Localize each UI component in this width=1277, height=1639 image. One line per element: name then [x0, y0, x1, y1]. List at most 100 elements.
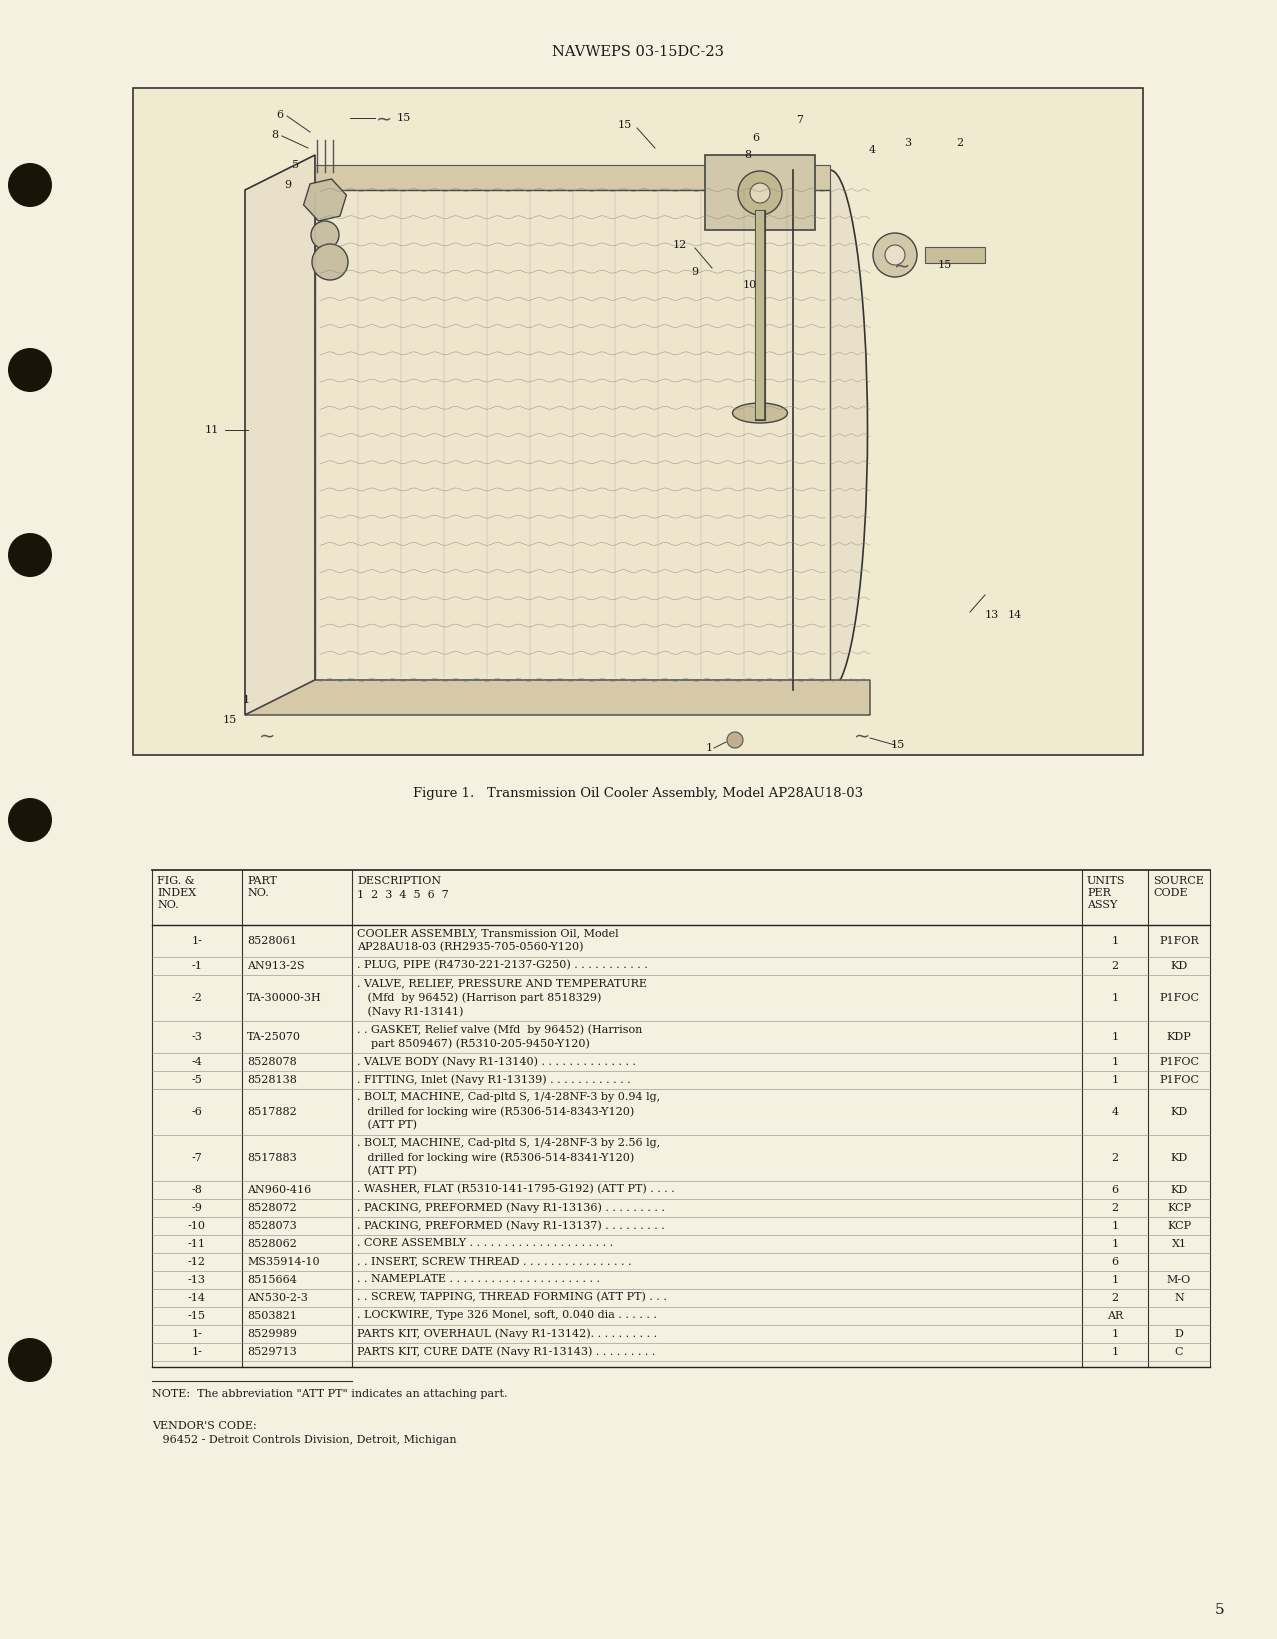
Text: AN530-2-3: AN530-2-3: [246, 1293, 308, 1303]
Circle shape: [738, 170, 782, 215]
Circle shape: [312, 221, 338, 249]
Text: . . INSERT, SCREW THREAD . . . . . . . . . . . . . . . .: . . INSERT, SCREW THREAD . . . . . . . .…: [358, 1255, 632, 1265]
Text: 2: 2: [1111, 1203, 1119, 1213]
Text: 7: 7: [797, 115, 803, 125]
Text: AP28AU18-03 (RH2935-705-0560-Y120): AP28AU18-03 (RH2935-705-0560-Y120): [358, 942, 584, 952]
Text: 1: 1: [1111, 1075, 1119, 1085]
Text: -1: -1: [192, 960, 203, 970]
Text: $\sim$: $\sim$: [372, 108, 392, 128]
Text: P1FOC: P1FOC: [1160, 1075, 1199, 1085]
Text: MS35914-10: MS35914-10: [246, 1257, 319, 1267]
Text: M-O: M-O: [1167, 1275, 1191, 1285]
Text: 15: 15: [618, 120, 632, 129]
Ellipse shape: [793, 170, 867, 690]
Circle shape: [8, 1337, 52, 1382]
Text: 5: 5: [292, 161, 300, 170]
Text: 8503821: 8503821: [246, 1311, 296, 1321]
Text: 8515664: 8515664: [246, 1275, 296, 1285]
Text: 1: 1: [1111, 1239, 1119, 1249]
Circle shape: [8, 533, 52, 577]
Text: $\sim$: $\sim$: [890, 256, 911, 274]
Text: drilled for locking wire (R5306-514-8341-Y120): drilled for locking wire (R5306-514-8341…: [358, 1152, 635, 1162]
Text: 2: 2: [1111, 960, 1119, 970]
Text: -15: -15: [188, 1311, 206, 1321]
Text: VENDOR'S CODE:: VENDOR'S CODE:: [152, 1421, 257, 1431]
Bar: [793, 170, 830, 690]
Text: 1-: 1-: [192, 936, 203, 946]
Text: INDEX: INDEX: [157, 888, 197, 898]
Text: 8528072: 8528072: [246, 1203, 296, 1213]
Ellipse shape: [733, 403, 788, 423]
Text: 5: 5: [1216, 1603, 1225, 1618]
Bar: [315, 190, 830, 680]
Text: . LOCKWIRE, Type 326 Monel, soft, 0.040 dia . . . . . .: . LOCKWIRE, Type 326 Monel, soft, 0.040 …: [358, 1310, 656, 1319]
Text: 1: 1: [1111, 993, 1119, 1003]
Text: AN913-2S: AN913-2S: [246, 960, 305, 970]
Text: KD: KD: [1171, 960, 1188, 970]
Text: -11: -11: [188, 1239, 206, 1249]
Text: . PLUG, PIPE (R4730-221-2137-G250) . . . . . . . . . . .: . PLUG, PIPE (R4730-221-2137-G250) . . .…: [358, 960, 647, 970]
Text: 4: 4: [868, 144, 876, 156]
Text: X1: X1: [1171, 1239, 1186, 1249]
Text: KD: KD: [1171, 1185, 1188, 1195]
Text: . . SCREW, TAPPING, THREAD FORMING (ATT PT) . . .: . . SCREW, TAPPING, THREAD FORMING (ATT …: [358, 1292, 667, 1303]
Text: 10: 10: [743, 280, 757, 290]
Text: -4: -4: [192, 1057, 203, 1067]
Text: (ATT PT): (ATT PT): [358, 1119, 418, 1131]
Text: KCP: KCP: [1167, 1203, 1191, 1213]
Text: 1: 1: [1111, 1275, 1119, 1285]
Text: NO.: NO.: [246, 888, 268, 898]
Text: -12: -12: [188, 1257, 206, 1267]
Text: PART: PART: [246, 875, 277, 887]
Text: . BOLT, MACHINE, Cad-pltd S, 1/4-28NF-3 by 0.94 lg,: . BOLT, MACHINE, Cad-pltd S, 1/4-28NF-3 …: [358, 1092, 660, 1101]
Text: 15: 15: [891, 739, 905, 751]
Polygon shape: [315, 166, 830, 190]
Text: -10: -10: [188, 1221, 206, 1231]
Text: 8529989: 8529989: [246, 1329, 296, 1339]
Text: UNITS: UNITS: [1087, 875, 1125, 887]
Text: TA-30000-3H: TA-30000-3H: [246, 993, 322, 1003]
Text: 1: 1: [1111, 1057, 1119, 1067]
Text: 4: 4: [1111, 1106, 1119, 1118]
Circle shape: [727, 733, 743, 747]
Text: 15: 15: [939, 261, 953, 270]
Text: DESCRIPTION: DESCRIPTION: [358, 875, 441, 887]
Text: 1: 1: [1111, 1221, 1119, 1231]
Text: . VALVE BODY (Navy R1-13140) . . . . . . . . . . . . . .: . VALVE BODY (Navy R1-13140) . . . . . .…: [358, 1056, 636, 1067]
Text: PER: PER: [1087, 888, 1111, 898]
Text: Figure 1.   Transmission Oil Cooler Assembly, Model AP28AU18-03: Figure 1. Transmission Oil Cooler Assemb…: [412, 787, 863, 800]
Text: 9: 9: [691, 267, 699, 277]
Text: 12: 12: [673, 239, 687, 251]
Text: 9: 9: [285, 180, 291, 190]
Text: 8528061: 8528061: [246, 936, 296, 946]
Text: . CORE ASSEMBLY . . . . . . . . . . . . . . . . . . . . .: . CORE ASSEMBLY . . . . . . . . . . . . …: [358, 1237, 613, 1247]
Text: -8: -8: [192, 1185, 203, 1195]
FancyBboxPatch shape: [705, 156, 815, 229]
Text: 1  2  3  4  5  6  7: 1 2 3 4 5 6 7: [358, 890, 448, 900]
Text: 11: 11: [204, 425, 220, 434]
Text: 13: 13: [985, 610, 999, 620]
Text: . BOLT, MACHINE, Cad-pltd S, 1/4-28NF-3 by 2.56 lg,: . BOLT, MACHINE, Cad-pltd S, 1/4-28NF-3 …: [358, 1137, 660, 1147]
FancyBboxPatch shape: [925, 247, 985, 262]
Text: -6: -6: [192, 1106, 203, 1118]
Text: -3: -3: [192, 1033, 203, 1042]
Text: N: N: [1174, 1293, 1184, 1303]
Polygon shape: [245, 156, 315, 715]
Text: 1: 1: [1111, 1033, 1119, 1042]
Text: (Navy R1-13141): (Navy R1-13141): [358, 1006, 464, 1016]
Text: 15: 15: [223, 715, 238, 724]
Text: PARTS KIT, OVERHAUL (Navy R1-13142). . . . . . . . . .: PARTS KIT, OVERHAUL (Navy R1-13142). . .…: [358, 1328, 658, 1339]
Text: NAVWEPS 03-15DC-23: NAVWEPS 03-15DC-23: [552, 44, 724, 59]
Text: TA-25070: TA-25070: [246, 1033, 301, 1042]
Text: P1FOC: P1FOC: [1160, 1057, 1199, 1067]
Text: COOLER ASSEMBLY, Transmission Oil, Model: COOLER ASSEMBLY, Transmission Oil, Model: [358, 928, 618, 938]
Bar: [133, 89, 1143, 756]
Polygon shape: [245, 680, 870, 715]
Text: 8528073: 8528073: [246, 1221, 296, 1231]
Text: 8: 8: [272, 129, 278, 139]
Text: -13: -13: [188, 1275, 206, 1285]
Text: 96452 - Detroit Controls Division, Detroit, Michigan: 96452 - Detroit Controls Division, Detro…: [152, 1436, 457, 1446]
Circle shape: [8, 347, 52, 392]
Text: 2: 2: [956, 138, 964, 148]
Text: ASSY: ASSY: [1087, 900, 1117, 910]
